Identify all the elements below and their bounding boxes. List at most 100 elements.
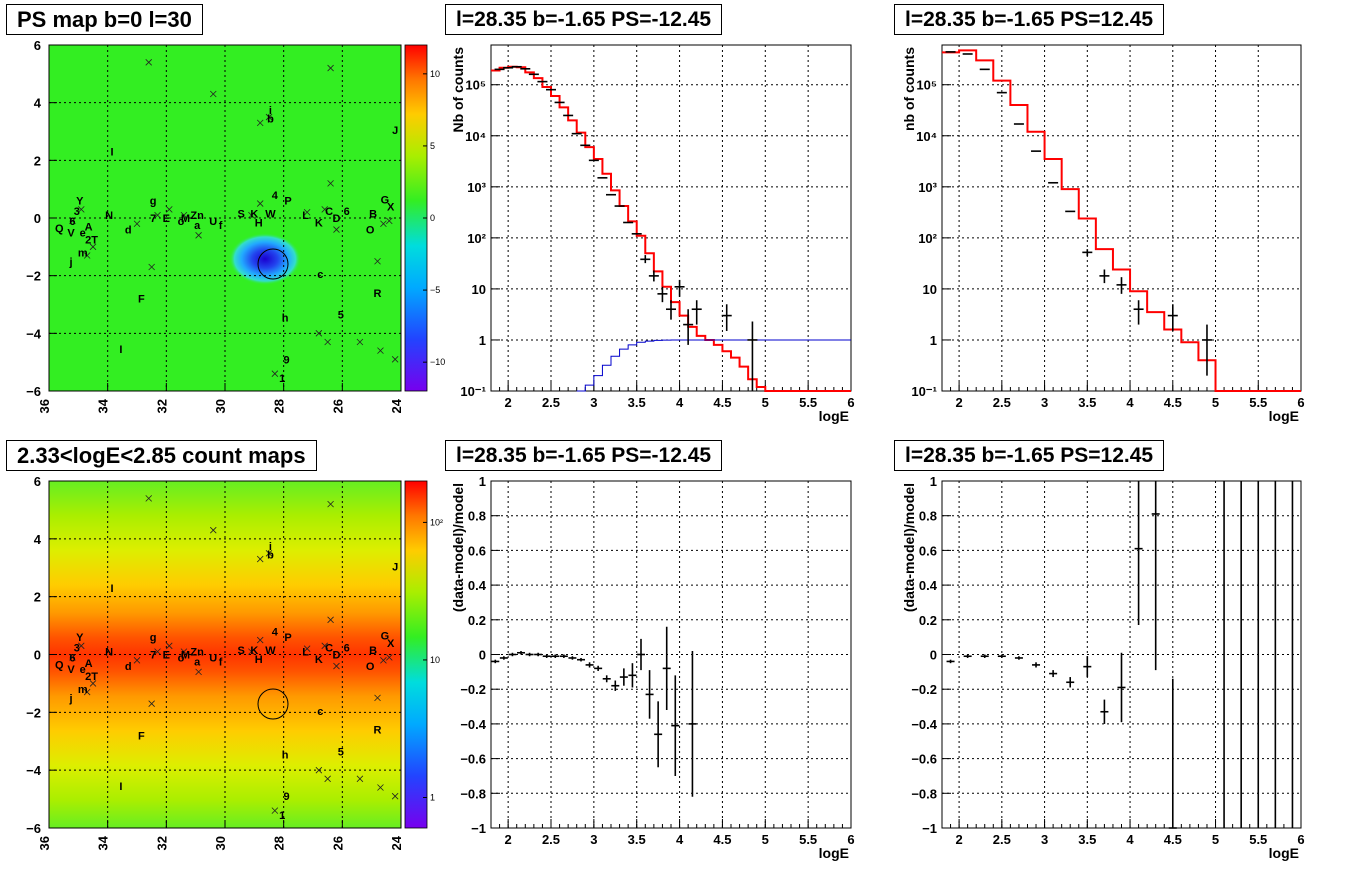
plot-y-tick-label: 1 bbox=[930, 333, 937, 348]
source-label: 6 bbox=[344, 206, 350, 218]
source-cross-marker bbox=[391, 792, 399, 800]
source-label: h bbox=[282, 312, 289, 324]
map-x-tick-label: 30 bbox=[213, 399, 228, 413]
map-y-tick-label: −6 bbox=[26, 384, 41, 399]
plot-x-tick-label: 4.5 bbox=[1164, 395, 1182, 410]
plot-x-tick-label: 5 bbox=[1212, 395, 1219, 410]
source-label: c bbox=[317, 269, 323, 281]
plot-y-tick-label: 10³ bbox=[918, 180, 937, 195]
source-label: K bbox=[250, 645, 258, 657]
map-x-tick-label: 34 bbox=[96, 398, 111, 413]
source-label: 9 bbox=[284, 791, 290, 803]
title-residual-pos: l=28.35 b=-1.65 PS=12.45 bbox=[894, 440, 1165, 471]
source-label: H bbox=[255, 654, 263, 666]
source-label: I bbox=[111, 147, 114, 159]
plot-y-tick-label: 0.2 bbox=[468, 613, 486, 628]
plot-x-tick-label: 3 bbox=[1041, 395, 1048, 410]
residual-plot-neg: 2 2.5 3 3.5 4 4.5 5 5.5 6 1 0.8 0.6 0.4 0.2 0 −0.2 −0.4 −… bbox=[450, 474, 855, 861]
colorbar-tick-label: −5 bbox=[430, 285, 440, 295]
title-spectrum-pos: l=28.35 b=-1.65 PS=12.45 bbox=[894, 4, 1165, 35]
map-x-tick-label: 24 bbox=[389, 398, 404, 413]
source-label: 6 bbox=[69, 216, 75, 228]
source-label: R bbox=[374, 725, 382, 737]
source-cross-marker bbox=[69, 654, 76, 661]
source-label: K bbox=[315, 654, 323, 666]
source-label: a bbox=[194, 220, 201, 232]
map-y-tick-label: 4 bbox=[34, 96, 42, 111]
source-label: L bbox=[302, 210, 309, 222]
source-cross-marker bbox=[385, 217, 393, 225]
source-label: 2T bbox=[85, 235, 98, 247]
source-label: S bbox=[237, 209, 244, 221]
x-axis-label: logE bbox=[819, 845, 849, 861]
source-label: 2T bbox=[85, 671, 98, 683]
source-cross-marker bbox=[83, 252, 91, 259]
source-label: V bbox=[67, 664, 75, 676]
source-cross-marker bbox=[356, 775, 364, 783]
source-label: U bbox=[209, 216, 217, 228]
map-x-tick-label: 34 bbox=[96, 835, 111, 850]
plot-x-tick-label: 2 bbox=[955, 395, 962, 410]
plot-y-tick-label: 10 bbox=[923, 282, 937, 297]
source-cross-marker bbox=[391, 356, 399, 363]
source-label: I bbox=[111, 583, 114, 595]
source-label: C bbox=[325, 206, 333, 218]
source-label: K bbox=[250, 209, 258, 221]
source-cross-marker bbox=[89, 680, 97, 687]
residual-plot-pos: 2 2.5 3 3.5 4 4.5 5 5.5 6 1 0.8 0.6 0.4 0.2 0 −0.2 −0.4 −… bbox=[901, 474, 1305, 861]
colorbar-tick-label: 10² bbox=[430, 517, 443, 527]
source-label: M bbox=[181, 650, 190, 662]
plot-y-tick-label: 0.4 bbox=[919, 578, 938, 593]
colorbar-tick-label: 10 bbox=[430, 655, 440, 665]
map-y-tick-label: −6 bbox=[26, 821, 41, 836]
source-cross-marker bbox=[148, 263, 155, 271]
source-cross-marker bbox=[333, 662, 340, 670]
source-label: 4 bbox=[272, 626, 279, 638]
source-label: 4 bbox=[272, 190, 279, 202]
source-label: J bbox=[392, 561, 398, 573]
source-label: S bbox=[237, 645, 244, 657]
title-residual-neg: l=28.35 b=-1.65 PS=-12.45 bbox=[445, 440, 723, 471]
source-label: M bbox=[181, 213, 190, 225]
plot-y-tick-label: 1 bbox=[930, 474, 937, 489]
source-cross-marker bbox=[83, 688, 91, 696]
source-label: d bbox=[125, 225, 132, 237]
plot-y-tick-label: 0.8 bbox=[919, 509, 937, 524]
source-label: W bbox=[265, 209, 276, 221]
model-histogram-line bbox=[491, 65, 851, 392]
source-cross-marker bbox=[165, 642, 173, 650]
source-label: K bbox=[315, 217, 323, 229]
plot-x-tick-label: 5.5 bbox=[1249, 395, 1267, 410]
plot-x-tick-label: 5.5 bbox=[799, 832, 817, 847]
plot-y-tick-label: −0.6 bbox=[911, 752, 937, 767]
source-label: o bbox=[178, 652, 185, 664]
source-cross-marker bbox=[324, 338, 331, 346]
map-y-tick-label: 4 bbox=[34, 532, 42, 547]
source-cross-marker bbox=[380, 657, 387, 664]
source-cross-marker bbox=[69, 217, 76, 225]
plot-x-tick-label: 6 bbox=[1297, 832, 1304, 847]
plot-x-tick-label: 3.5 bbox=[628, 395, 646, 410]
plot-y-tick-label: 10 bbox=[472, 282, 486, 297]
count-map-frame bbox=[48, 480, 402, 829]
source-cross-marker bbox=[248, 211, 255, 219]
plot-x-tick-label: 5 bbox=[1212, 832, 1219, 847]
source-label: a bbox=[194, 657, 201, 669]
plot-y-tick-label: −1 bbox=[471, 821, 486, 836]
ps-map-negative-blob bbox=[229, 233, 301, 285]
x-axis-label: logE bbox=[1269, 845, 1299, 861]
plot-frame bbox=[490, 44, 852, 392]
plot-y-tick-label: 1 bbox=[479, 474, 486, 489]
colorbar-tick-label: −10 bbox=[430, 357, 445, 367]
source-label: 3 bbox=[74, 206, 80, 218]
map-x-tick-label: 32 bbox=[154, 836, 169, 850]
map-y-tick-label: 0 bbox=[34, 648, 41, 663]
source-label: Q bbox=[55, 660, 64, 672]
source-label: E bbox=[163, 213, 170, 225]
source-cross-marker bbox=[271, 807, 279, 814]
source-label: D bbox=[332, 650, 340, 662]
plot-y-tick-label: 1 bbox=[479, 333, 486, 348]
x-axis-label: logE bbox=[1269, 408, 1299, 424]
